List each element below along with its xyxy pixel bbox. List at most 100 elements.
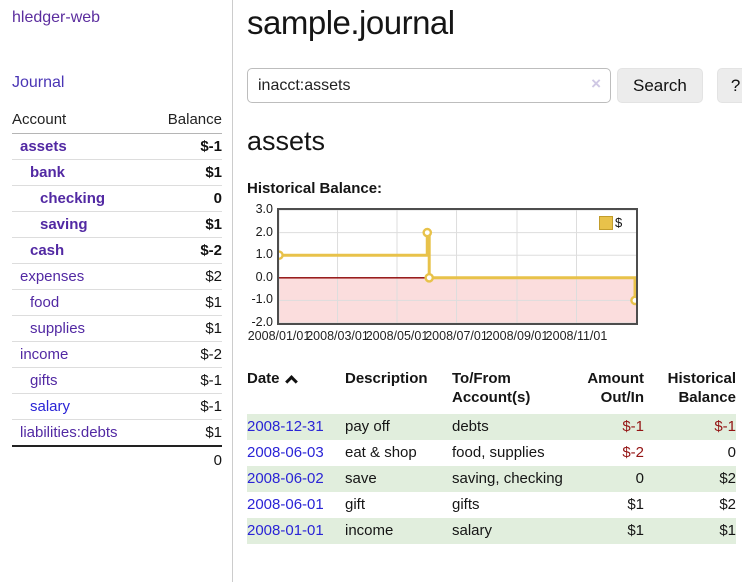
data-point-marker: [424, 273, 435, 283]
transaction-accounts: salary: [452, 522, 493, 539]
transaction-date-link[interactable]: 2008-06-02: [247, 470, 324, 487]
transaction-description: gift: [345, 496, 366, 513]
sidebar-account-link[interactable]: cash: [30, 242, 65, 259]
transaction-accounts: food, supplies: [452, 444, 545, 461]
legend-series-label: $: [615, 215, 623, 230]
y-axis-tick-label: 0.0: [255, 269, 273, 284]
account-row: food $1: [12, 289, 222, 316]
transaction-date-link[interactable]: 2008-01-01: [247, 522, 324, 539]
y-axis-tick-label: 3.0: [255, 202, 273, 216]
legend-swatch-icon: [599, 215, 613, 230]
y-axis-tick-label: -1.0: [251, 292, 273, 307]
x-axis-tick-label: 2008/11/01: [545, 329, 608, 343]
account-row: income $-2: [12, 341, 222, 368]
sidebar-account-link[interactable]: salary: [30, 398, 71, 415]
sidebar-account-link[interactable]: expenses: [20, 268, 85, 285]
sidebar-account-link[interactable]: checking: [40, 190, 106, 207]
sort-ascending-icon: [284, 375, 298, 388]
clear-search-icon[interactable]: ×: [591, 74, 601, 93]
sidebar-account-link[interactable]: assets: [20, 138, 67, 155]
register-header-amount: Amount Out/In: [587, 370, 644, 406]
accounts-table: Account Balance assets $-1 bank $1 checking 0…: [12, 107, 222, 473]
accounts-header-balance: Balance: [150, 107, 222, 134]
account-balance: $2: [150, 263, 222, 290]
account-balance: 0: [150, 185, 222, 212]
register-row: 2008-06-02 save saving, checking 0 $2: [247, 466, 736, 492]
transaction-accounts: debts: [452, 418, 489, 435]
chart-legend: $: [599, 215, 622, 230]
account-row: expenses $2: [12, 263, 222, 290]
x-axis-tick-label: 2008/05/01: [365, 329, 429, 343]
account-row: checking 0: [12, 185, 222, 212]
account-balance: $1: [150, 315, 222, 342]
y-axis-tick-label: 1.0: [255, 247, 273, 262]
sidebar-account-link[interactable]: gifts: [30, 372, 58, 389]
register-header-accounts: To/From Account(s): [452, 370, 531, 406]
transaction-balance: $2: [719, 496, 736, 513]
account-row: assets $-1: [12, 133, 222, 160]
help-button[interactable]: ?: [716, 68, 742, 103]
x-axis-tick-label: 2008/09/01: [485, 329, 549, 343]
data-point-marker: [630, 295, 640, 306]
main-content: sample.journal × Search ? assets Histori…: [233, 0, 742, 582]
transaction-description: pay off: [345, 418, 390, 435]
transaction-date-link[interactable]: 2008-12-31: [247, 418, 324, 435]
account-heading: assets: [247, 126, 326, 156]
transaction-accounts: gifts: [452, 496, 480, 513]
account-balance: $-1: [150, 393, 222, 420]
transaction-balance: $2: [719, 470, 736, 487]
register-row: 2008-01-01 income salary $1 $1: [247, 518, 736, 544]
transaction-balance: $-1: [714, 418, 736, 435]
account-row: bank $1: [12, 159, 222, 186]
sidebar-account-link[interactable]: supplies: [30, 320, 86, 337]
app-title-link[interactable]: hledger-web: [12, 9, 101, 26]
transaction-description: income: [345, 522, 394, 539]
account-row: supplies $1: [12, 315, 222, 342]
sidebar-account-link[interactable]: food: [30, 294, 60, 311]
y-axis-tick-label: -2.0: [251, 315, 273, 329]
search-button[interactable]: Search: [617, 68, 703, 103]
sidebar-account-link[interactable]: saving: [40, 216, 88, 233]
transaction-amount: $-2: [622, 444, 644, 461]
register-header-balance: Historical Balance: [667, 370, 736, 406]
account-balance: $-1: [150, 367, 222, 394]
transaction-balance: 0: [727, 444, 736, 461]
transaction-amount: 0: [635, 470, 644, 487]
accounts-total-row: 0: [12, 446, 222, 473]
transaction-description: save: [345, 470, 377, 487]
chart-title: Historical Balance:: [247, 180, 383, 197]
sidebar-account-link[interactable]: income: [20, 346, 69, 363]
transaction-accounts: saving, checking: [452, 470, 563, 487]
sidebar: hledger-web Journal Account Balance asse…: [0, 0, 233, 582]
transaction-date-link[interactable]: 2008-06-01: [247, 496, 324, 513]
accounts-header-row: Account Balance: [12, 107, 222, 134]
transaction-amount: $1: [627, 496, 644, 513]
account-balance: $1: [150, 419, 222, 447]
register-row: 2008-06-01 gift gifts $1 $2: [247, 492, 736, 518]
sidebar-account-link[interactable]: liabilities:debts: [20, 424, 118, 441]
register-row: 2008-12-31 pay off debts $-1 $-1: [247, 414, 736, 440]
account-balance: $1: [150, 159, 222, 186]
x-axis-tick-label: 2008/07/01: [425, 329, 488, 343]
transaction-amount: $-1: [622, 418, 644, 435]
chart-canvas: [274, 209, 640, 324]
transaction-amount: $1: [627, 522, 644, 539]
account-balance: $-2: [150, 341, 222, 368]
register-row: 2008-06-03 eat & shop food, supplies $-2 0: [247, 440, 736, 466]
register-header-date[interactable]: Date: [247, 367, 345, 414]
sidebar-item-journal[interactable]: Journal: [12, 74, 65, 91]
account-row: cash $-2: [12, 237, 222, 264]
x-axis-tick-label: 2008/01/01: [247, 329, 311, 343]
transaction-description: eat & shop: [345, 444, 417, 461]
transaction-date-link[interactable]: 2008-06-03: [247, 444, 324, 461]
sidebar-account-link[interactable]: bank: [30, 164, 66, 181]
register-header-row: Date Description To/From Account(s) Amou…: [247, 367, 736, 414]
data-point-marker: [274, 250, 284, 261]
accounts-total-value: 0: [213, 452, 222, 469]
account-row: saving $1: [12, 211, 222, 238]
search-input[interactable]: [247, 68, 611, 103]
account-row: salary $-1: [12, 393, 222, 420]
chart-plot-area: [274, 208, 640, 325]
account-row: liabilities:debts $1: [12, 419, 222, 447]
